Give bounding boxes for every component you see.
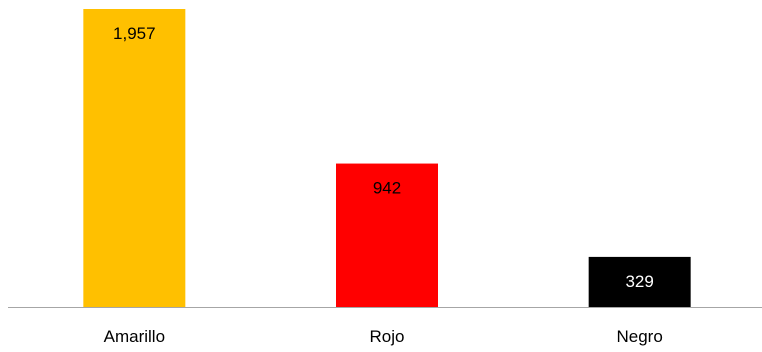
category-label-negro: Negro	[617, 327, 663, 346]
bars-group	[83, 9, 691, 307]
data-label-negro: 329	[625, 272, 653, 291]
category-label-amarillo: Amarillo	[104, 327, 165, 346]
bar-amarillo	[83, 9, 186, 307]
bar-rojo	[336, 163, 438, 307]
category-label-rojo: Rojo	[370, 327, 405, 346]
data-label-amarillo: 1,957	[113, 24, 156, 43]
bar-negro	[588, 256, 691, 307]
data-label-rojo: 942	[373, 179, 401, 198]
category-labels-group: Amarillo Rojo Negro	[104, 327, 663, 346]
data-labels-group: 1,957 942 329	[113, 24, 654, 291]
